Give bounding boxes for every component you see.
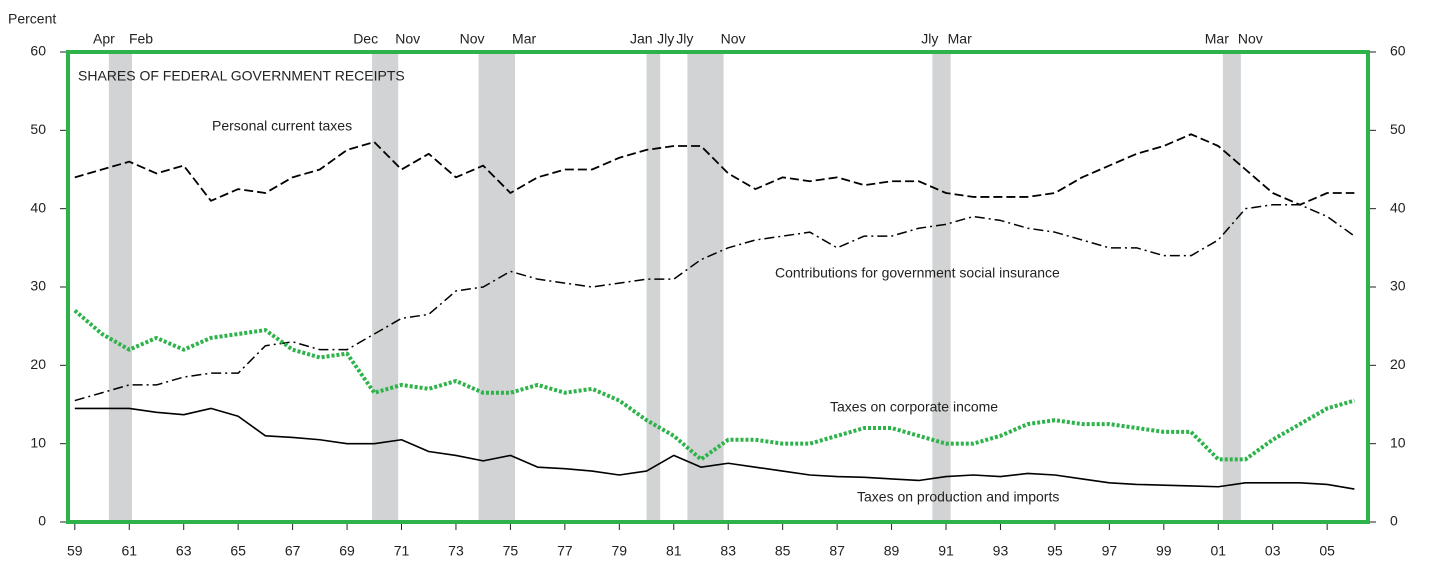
x-tick-label: 65 bbox=[230, 543, 246, 559]
x-tick-label: 71 bbox=[394, 543, 410, 559]
x-tick-label: 59 bbox=[67, 543, 83, 559]
x-tick-label: 01 bbox=[1210, 543, 1226, 559]
recession-shade bbox=[108, 52, 132, 522]
recession-start-label: Mar bbox=[1205, 31, 1229, 47]
recession-end-label: Nov bbox=[1238, 31, 1263, 47]
x-tick-label: 03 bbox=[1265, 543, 1281, 559]
y2-tick-label: 20 bbox=[1390, 356, 1406, 372]
recession-shade bbox=[372, 52, 399, 522]
series-line bbox=[73, 308, 1355, 462]
series-line bbox=[74, 204, 1355, 402]
recession-start-label: Dec bbox=[353, 31, 378, 47]
series-label: Taxes on corporate income bbox=[830, 399, 998, 415]
y-tick-label: 10 bbox=[30, 434, 46, 450]
y-tick-label: 50 bbox=[30, 121, 46, 137]
x-tick-label: 81 bbox=[666, 543, 682, 559]
recession-end-label: Jly bbox=[657, 31, 674, 47]
series-label: Taxes on production and imports bbox=[857, 489, 1059, 505]
x-tick-label: 97 bbox=[1102, 543, 1118, 559]
recession-shade bbox=[932, 52, 951, 522]
y-tick-label: 30 bbox=[30, 278, 46, 294]
x-tick-label: 85 bbox=[775, 543, 791, 559]
recession-end-label: Nov bbox=[721, 31, 746, 47]
x-tick-label: 77 bbox=[557, 543, 573, 559]
recession-shade bbox=[1222, 52, 1241, 522]
recession-start-label: Jly bbox=[676, 31, 693, 47]
series-label: Contributions for government social insu… bbox=[775, 265, 1060, 281]
recession-end-label: Nov bbox=[395, 31, 420, 47]
x-tick-label: 95 bbox=[1047, 543, 1063, 559]
y-tick-label: 20 bbox=[30, 356, 46, 372]
series-label: Personal current taxes bbox=[212, 118, 352, 134]
x-tick-label: 91 bbox=[938, 543, 954, 559]
recession-end-label: Mar bbox=[948, 31, 972, 47]
plot-frame bbox=[66, 50, 1370, 524]
recession-start-label: Apr bbox=[93, 31, 115, 47]
y-tick-label: 0 bbox=[38, 513, 46, 529]
x-tick-label: 67 bbox=[285, 543, 301, 559]
recession-end-label: Feb bbox=[129, 31, 153, 47]
x-tick-label: 83 bbox=[720, 543, 736, 559]
y2-tick-label: 60 bbox=[1390, 43, 1406, 59]
recession-start-label: Nov bbox=[460, 31, 485, 47]
x-tick-label: 99 bbox=[1156, 543, 1172, 559]
y2-tick-label: 10 bbox=[1390, 434, 1406, 450]
y2-tick-label: 0 bbox=[1390, 513, 1398, 529]
x-tick-label: 69 bbox=[339, 543, 355, 559]
recession-end-label: Mar bbox=[512, 31, 536, 47]
recession-shade bbox=[646, 52, 661, 522]
chart-title: SHARES OF FEDERAL GOVERNMENT RECEIPTS bbox=[78, 68, 405, 84]
y2-tick-label: 30 bbox=[1390, 278, 1406, 294]
x-tick-label: 93 bbox=[993, 543, 1009, 559]
x-tick-label: 73 bbox=[448, 543, 464, 559]
recession-shade bbox=[687, 52, 724, 522]
x-tick-label: 75 bbox=[503, 543, 519, 559]
x-tick-label: 05 bbox=[1319, 543, 1335, 559]
x-tick-label: 63 bbox=[176, 543, 192, 559]
y-axis-label: Percent bbox=[8, 11, 56, 27]
x-tick-label: 87 bbox=[829, 543, 845, 559]
x-tick-label: 61 bbox=[121, 543, 137, 559]
x-tick-label: 79 bbox=[612, 543, 628, 559]
y2-tick-label: 50 bbox=[1390, 121, 1406, 137]
series-line bbox=[74, 407, 1355, 490]
y2-tick-label: 40 bbox=[1390, 199, 1406, 215]
series-line bbox=[74, 133, 1355, 206]
recession-start-label: Jly bbox=[921, 31, 938, 47]
recession-start-label: Jan bbox=[630, 31, 653, 47]
y-tick-label: 40 bbox=[30, 199, 46, 215]
x-tick-label: 89 bbox=[884, 543, 900, 559]
y-tick-label: 60 bbox=[30, 43, 46, 59]
